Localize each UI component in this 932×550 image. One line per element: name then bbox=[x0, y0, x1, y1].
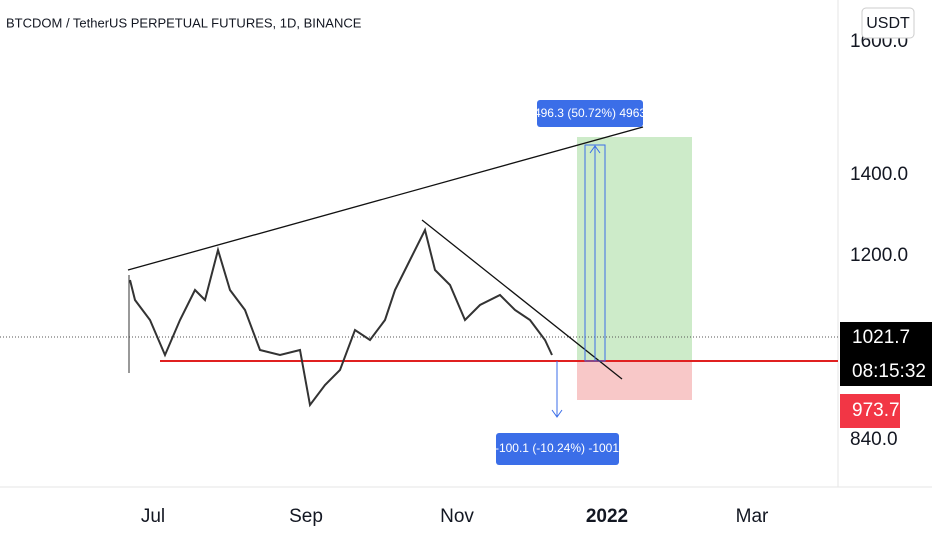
time-label: Jul bbox=[141, 506, 165, 527]
trend-line bbox=[127, 126, 644, 271]
time-label: 2022 bbox=[586, 506, 628, 527]
current-price: 1021.7 bbox=[852, 327, 910, 348]
loss-zone bbox=[577, 361, 692, 400]
arrow-head bbox=[551, 409, 563, 418]
current-price-box bbox=[840, 322, 932, 386]
annotation-box bbox=[496, 433, 619, 465]
annotation: 496.3 (50.72%) 4963 bbox=[534, 106, 646, 120]
currency-label[interactable]: USDT bbox=[866, 15, 910, 32]
price-label: 840.0 bbox=[850, 429, 898, 450]
arrow-head bbox=[589, 145, 601, 154]
annotation-box bbox=[537, 100, 643, 127]
chart-title: BTCDOM / TetherUS PERPETUAL FUTURES, 1D,… bbox=[6, 15, 362, 30]
time-label: Sep bbox=[289, 506, 323, 527]
profit-zone bbox=[577, 137, 692, 361]
level-label: 973.7 bbox=[852, 400, 900, 421]
countdown: 08:15:32 bbox=[852, 361, 926, 382]
time-label: Mar bbox=[736, 506, 769, 527]
price-label: 1200.0 bbox=[850, 245, 908, 266]
price-label: 1400.0 bbox=[850, 164, 908, 185]
price-series bbox=[129, 227, 553, 408]
currency-button[interactable] bbox=[861, 7, 915, 39]
level-box bbox=[840, 394, 900, 428]
trend-line bbox=[421, 219, 623, 380]
time-label: Nov bbox=[440, 506, 474, 527]
annotation: -100.1 (-10.24%) -1001 bbox=[495, 441, 619, 455]
